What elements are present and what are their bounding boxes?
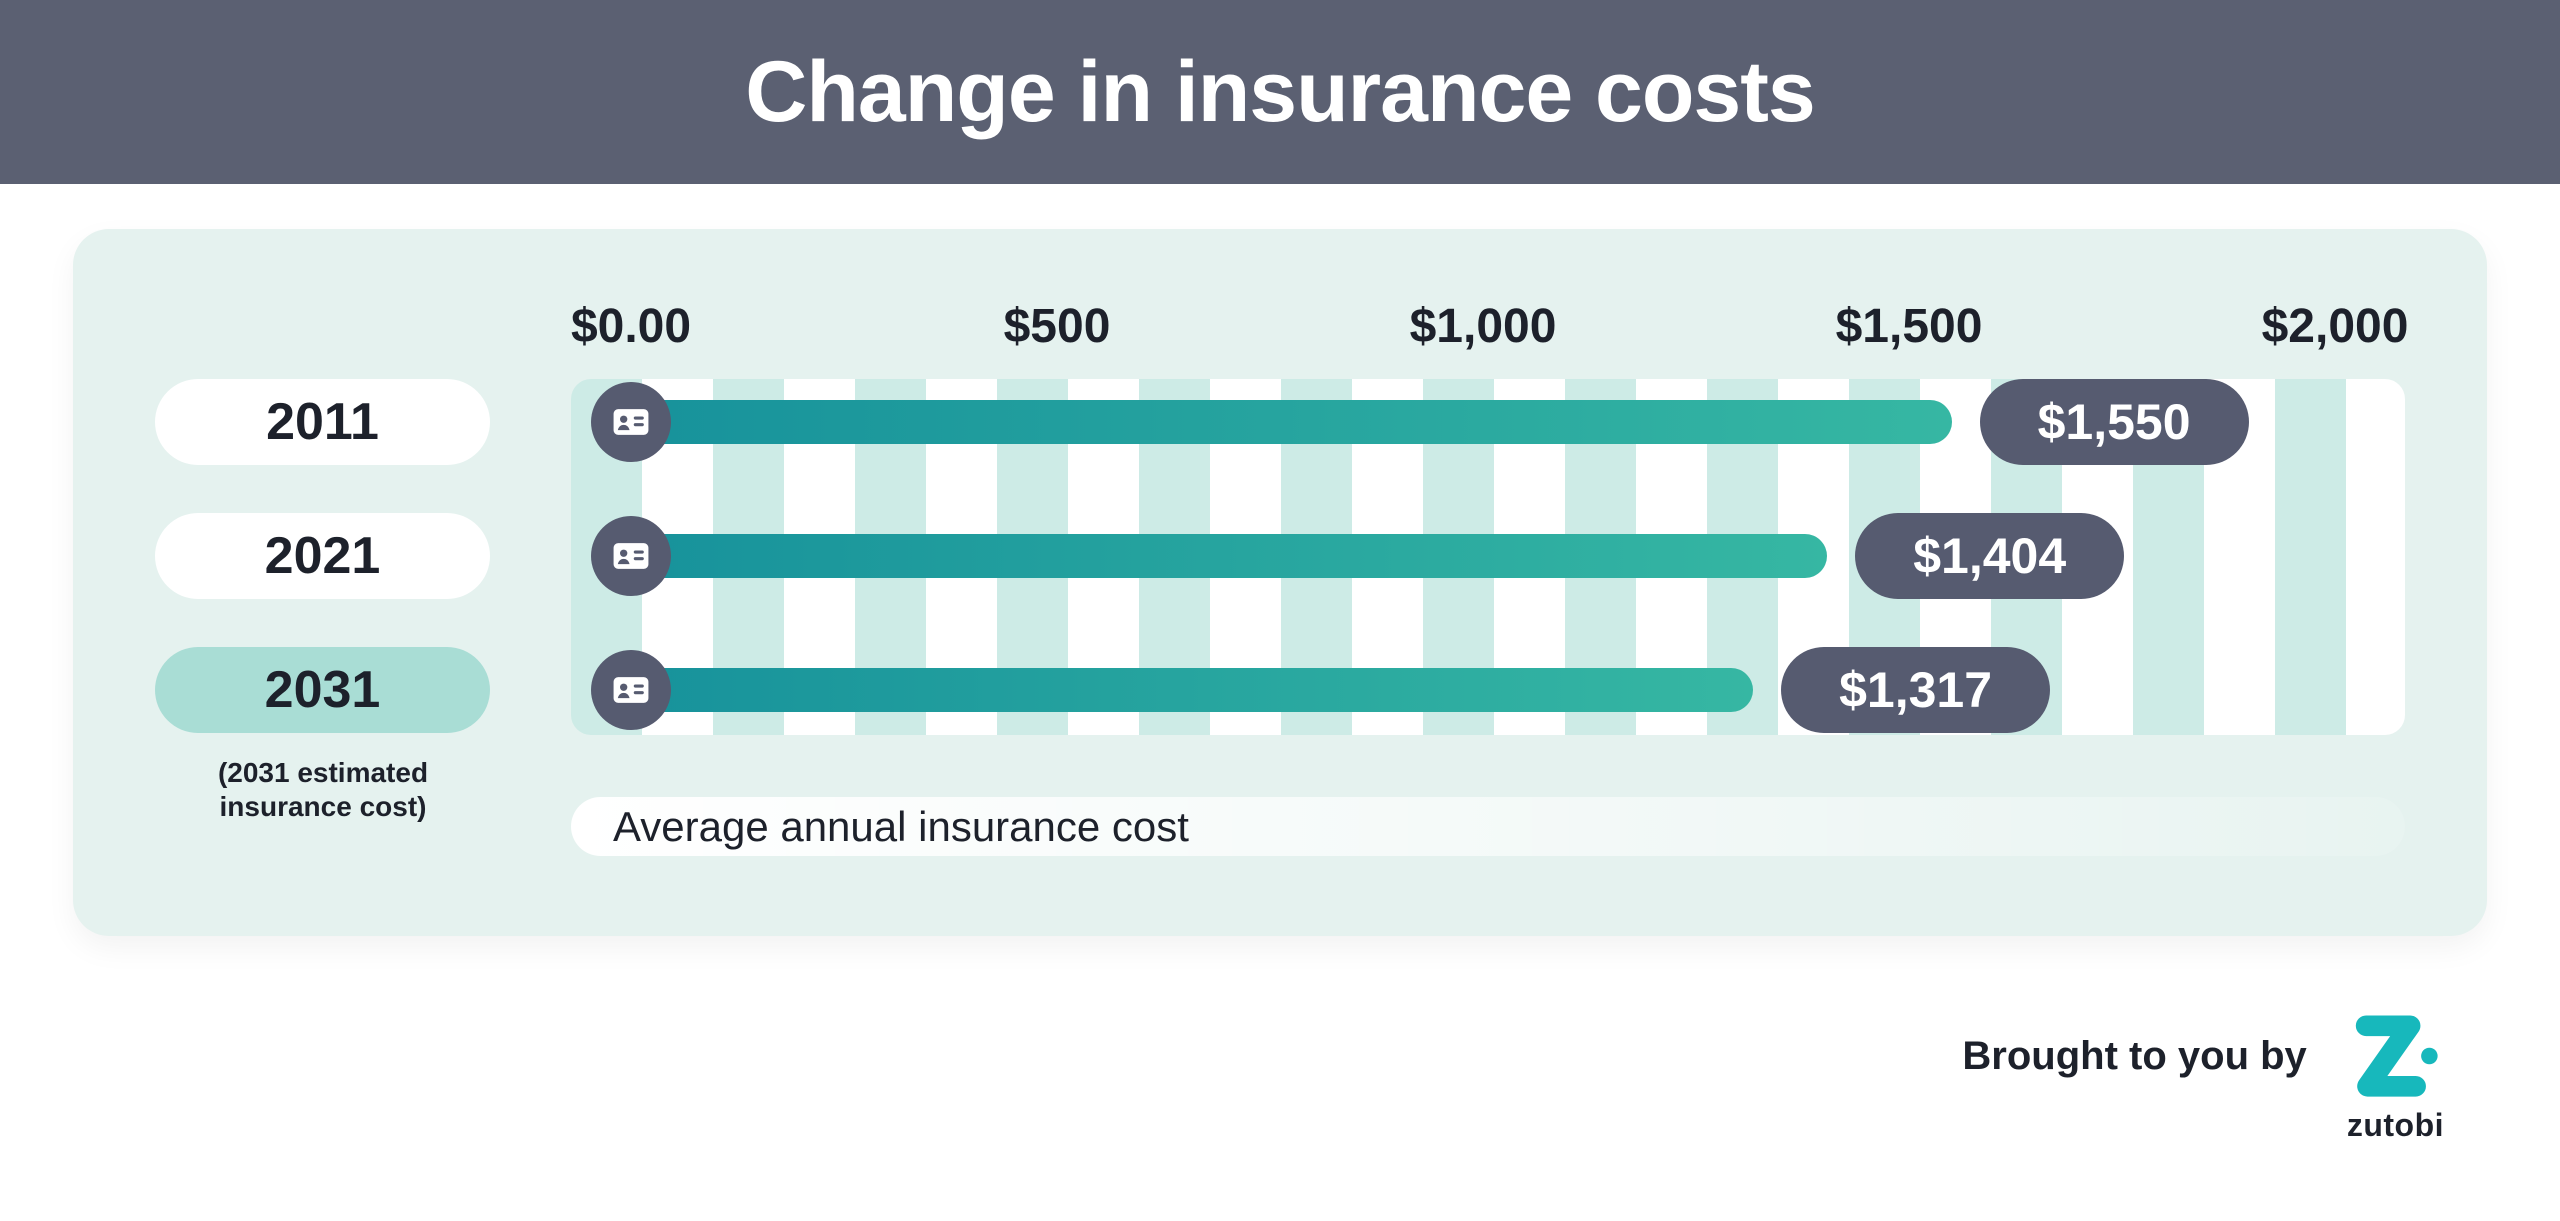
row-label-2011: 2011	[155, 379, 490, 465]
attribution-text: Brought to you by	[1962, 1034, 2307, 1078]
value-badge-2031: $1,317	[1781, 647, 2051, 733]
chart-panel: $0.00 $500 $1,000 $1,500 $2,000 2011 $1,…	[73, 229, 2487, 936]
value-badge-2021: $1,404	[1855, 513, 2125, 599]
chart-row-2011: 2011 $1,550	[73, 379, 2487, 465]
bar-2031	[631, 668, 1754, 712]
estimate-note: (2031 estimated insurance cost)	[217, 757, 429, 822]
footer: Brought to you by zutobi	[1962, 1012, 2444, 1144]
brand-wordmark: zutobi	[2346, 1107, 2444, 1143]
bar-2011	[631, 400, 1952, 444]
x-axis-tick-4: $2,000	[2261, 300, 2409, 353]
page-title: Change in insurance costs	[745, 43, 1815, 140]
brand-block: zutobi	[2347, 1012, 2444, 1144]
zutobi-logo-icon	[2351, 1012, 2439, 1105]
row-label-2031: 2031	[155, 647, 490, 733]
x-axis-tick-3: $1,500	[1835, 300, 1983, 353]
x-axis-tick-1: $500	[1003, 300, 1111, 353]
value-badge-2011: $1,550	[1979, 379, 2249, 465]
id-card-icon	[591, 382, 671, 462]
x-axis-label: Average annual insurance cost	[571, 797, 2405, 856]
x-axis-tick-0: $0.00	[570, 300, 692, 353]
chart-row-2031: 2031 $1,317	[73, 647, 2487, 733]
x-axis-tick-2: $1,000	[1409, 300, 1557, 353]
row-label-2021: 2021	[155, 513, 490, 599]
id-card-icon	[591, 650, 671, 730]
chart-row-2021: 2021 $1,404	[73, 513, 2487, 599]
header-banner: Change in insurance costs	[0, 0, 2560, 184]
bar-2021	[631, 534, 1828, 578]
id-card-icon	[591, 516, 671, 596]
